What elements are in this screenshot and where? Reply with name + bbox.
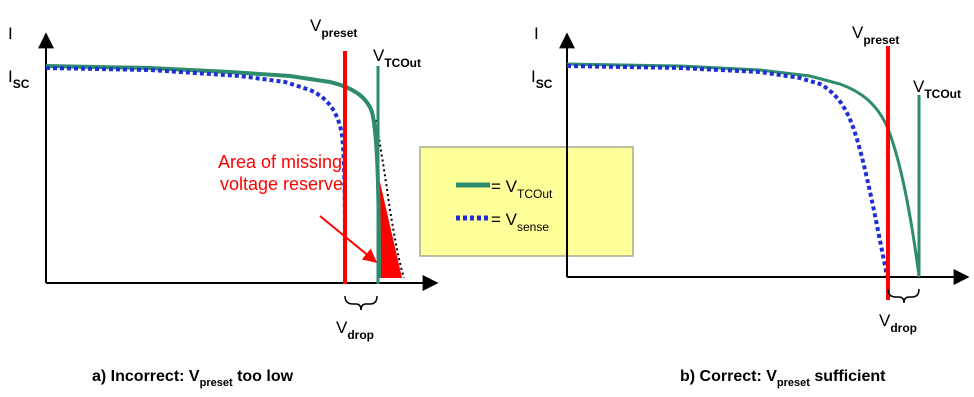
panel-b-preset-label: Vpreset xyxy=(852,23,899,47)
panel-a-annotation-arrow xyxy=(319,215,378,263)
panel-a-isc-label: ISC xyxy=(8,67,30,91)
legend: = VTCOut = Vsense xyxy=(419,146,634,257)
panel-a-drop-brace xyxy=(344,295,378,311)
panel-b-drop-label: Vdrop xyxy=(879,311,917,335)
panel-b: I ISC Vpreset VTCOut Vdrop b) Correct: V… xyxy=(531,23,970,389)
panel-b-y-axis-label: I xyxy=(534,24,539,43)
panel-b-caption: b) Correct: Vpreset sufficient xyxy=(680,368,886,389)
legend-tcout-label: = VTCOut xyxy=(491,177,553,201)
panel-a-preset-label: Vpreset xyxy=(310,16,357,40)
panel-a-y-axis-label: I xyxy=(8,24,13,43)
panel-a-dotted-extension xyxy=(375,119,405,279)
panel-a-tcout-label: VTCOut xyxy=(373,46,421,70)
panel-a-sense-curve xyxy=(45,66,347,279)
panel-a-annotation-line1: Area of missing xyxy=(218,152,342,172)
legend-sense-label: = Vsense xyxy=(491,210,549,234)
panel-a: I ISC Vpreset VTCOut Vdrop Area of missi… xyxy=(8,16,439,389)
panel-a-annotation-line2: voltage reserve xyxy=(220,174,343,194)
panel-a-drop-label: Vdrop xyxy=(336,318,374,342)
legend-box xyxy=(419,146,634,257)
panel-a-caption: a) Incorrect: Vpreset too low xyxy=(92,368,294,389)
panel-a-missing-reserve-area xyxy=(380,182,402,278)
panel-b-drop-brace xyxy=(887,288,920,304)
panel-b-sense-curve xyxy=(566,64,889,277)
panel-b-isc-label: ISC xyxy=(531,67,553,91)
panel-b-tcout-label: VTCOut xyxy=(913,77,961,101)
panel-a-tcout-curve xyxy=(45,64,381,279)
